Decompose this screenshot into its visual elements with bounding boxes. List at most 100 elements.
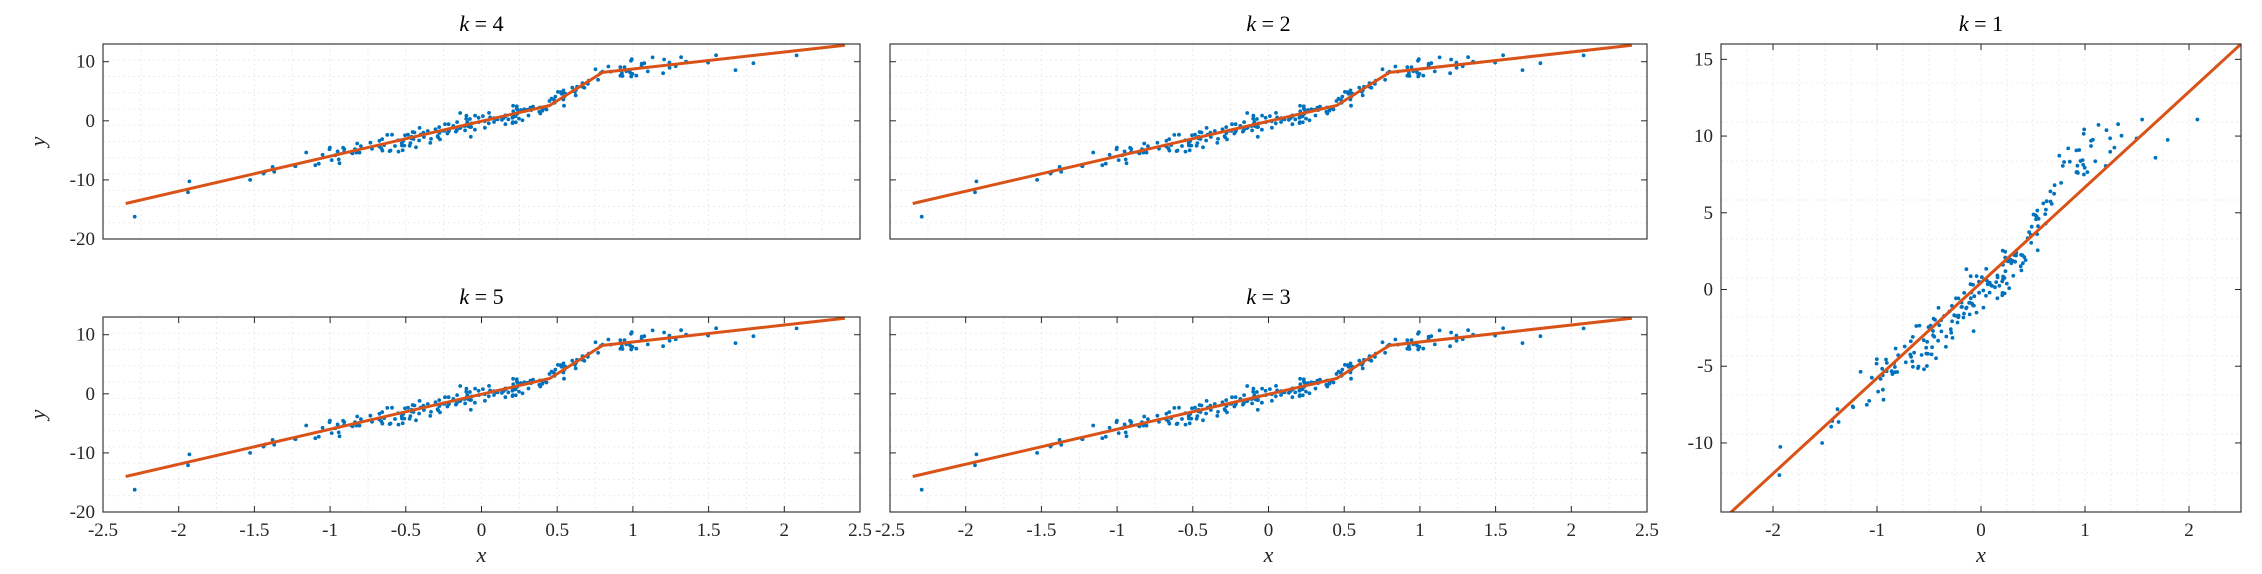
scatter-point bbox=[464, 386, 469, 391]
scatter-point bbox=[1432, 69, 1437, 74]
scatter-point bbox=[1950, 319, 1954, 324]
scatter-point bbox=[1836, 420, 1841, 424]
scatter-point bbox=[1115, 418, 1119, 423]
scatter-point bbox=[1242, 393, 1246, 397]
scatter-point bbox=[473, 386, 477, 391]
scatter-point bbox=[1263, 388, 1268, 393]
scatter-point bbox=[473, 400, 477, 405]
scatter-point bbox=[1255, 117, 1259, 121]
scatter-point bbox=[1908, 352, 1913, 357]
scatter-point bbox=[1971, 329, 1976, 333]
scatter-point bbox=[2014, 253, 2018, 258]
scatter-point bbox=[1421, 346, 1426, 351]
scatter-point bbox=[1142, 141, 1147, 146]
scatter-point bbox=[400, 421, 405, 426]
scatter-point bbox=[1937, 323, 1942, 328]
scatter-point bbox=[1968, 296, 1973, 301]
scatter-point bbox=[662, 330, 666, 335]
scatter-point bbox=[2066, 146, 2071, 151]
x-tick-label: 2.5 bbox=[1635, 520, 1659, 541]
scatter-point bbox=[606, 337, 611, 342]
scatter-point bbox=[1953, 313, 1958, 318]
scatter-point bbox=[1921, 338, 1926, 343]
scatter-point bbox=[1124, 161, 1129, 166]
x-tick-label: 2.5 bbox=[848, 520, 872, 541]
scatter-point bbox=[1290, 122, 1295, 127]
x-axis-label: x bbox=[1263, 542, 1274, 567]
scatter-point bbox=[714, 53, 718, 58]
x-tick-label: -1 bbox=[322, 520, 338, 541]
scatter-point bbox=[639, 334, 644, 339]
scatter-point bbox=[328, 145, 332, 150]
scatter-point bbox=[1931, 333, 1935, 338]
scatter-point bbox=[974, 452, 979, 457]
scatter-point bbox=[458, 111, 463, 115]
y-axis-label: y bbox=[25, 409, 50, 421]
scatter-point bbox=[476, 115, 481, 120]
scatter-point bbox=[464, 113, 469, 118]
scatter-point bbox=[515, 380, 520, 385]
scatter-point bbox=[446, 395, 451, 400]
scatter-point bbox=[1538, 334, 1543, 339]
scatter-point bbox=[407, 416, 412, 421]
scatter-point bbox=[2104, 128, 2109, 133]
scatter-point bbox=[1393, 337, 1398, 342]
scatter-point bbox=[1925, 364, 1929, 368]
scatter-point bbox=[1997, 283, 2002, 288]
scatter-point bbox=[2027, 230, 2031, 235]
scatter-point bbox=[483, 125, 487, 130]
scatter-point bbox=[2093, 159, 2098, 164]
scatter-point bbox=[429, 410, 433, 414]
scatter-point bbox=[620, 71, 624, 75]
scatter-point bbox=[561, 361, 566, 366]
scatter-point bbox=[1407, 344, 1411, 348]
scatter-point bbox=[1107, 425, 1112, 430]
scatter-point bbox=[1115, 145, 1119, 150]
y-tick-label: -5 bbox=[1697, 356, 1713, 377]
scatter-point bbox=[1204, 138, 1208, 143]
scatter-point bbox=[1984, 267, 1989, 271]
y-tick-label: 10 bbox=[1694, 126, 1713, 147]
scatter-point bbox=[973, 463, 977, 468]
scatter-point bbox=[2035, 248, 2040, 253]
x-tick-label: 0 bbox=[1264, 520, 1274, 541]
scatter-point bbox=[1426, 61, 1431, 66]
scatter-point bbox=[661, 71, 665, 76]
scatter-point bbox=[1193, 405, 1197, 410]
scatter-point bbox=[1298, 376, 1302, 381]
scatter-point bbox=[503, 122, 508, 127]
scatter-point bbox=[1869, 375, 1874, 380]
scatter-point bbox=[1233, 122, 1238, 127]
x-tick-label: 1 bbox=[1415, 520, 1425, 541]
x-tick-label: -0.5 bbox=[1178, 520, 1208, 541]
scatter-point bbox=[468, 390, 472, 394]
scatter-point bbox=[1864, 402, 1869, 407]
scatter-point bbox=[1187, 416, 1191, 421]
x-tick-label: 1.5 bbox=[697, 520, 721, 541]
scatter-point bbox=[468, 117, 472, 121]
scatter-point bbox=[1778, 445, 1783, 449]
scatter-point bbox=[1129, 147, 1134, 152]
scatter-point bbox=[481, 387, 485, 391]
scatter-point bbox=[1995, 296, 2000, 301]
scatter-point bbox=[1268, 114, 1272, 118]
x-tick-label: -2 bbox=[1765, 520, 1781, 541]
scatter-point bbox=[650, 55, 655, 60]
scatter-point bbox=[538, 111, 543, 116]
scatter-point bbox=[1302, 107, 1307, 112]
scatter-point bbox=[481, 114, 485, 118]
y-tick-label: 0 bbox=[1704, 280, 1714, 301]
scatter-point bbox=[1124, 434, 1129, 439]
scatter-point bbox=[380, 410, 385, 414]
scatter-point bbox=[1520, 341, 1525, 345]
scatter-point bbox=[622, 65, 627, 69]
scatter-point bbox=[629, 57, 634, 62]
scatter-point bbox=[1103, 434, 1108, 439]
scatter-point bbox=[2052, 183, 2057, 188]
scatter-point bbox=[1201, 145, 1205, 150]
scatter-point bbox=[357, 150, 362, 155]
scatter-point bbox=[1964, 305, 1969, 310]
scatter-point bbox=[667, 338, 672, 343]
scatter-point bbox=[313, 163, 318, 168]
scatter-point bbox=[1250, 128, 1254, 133]
